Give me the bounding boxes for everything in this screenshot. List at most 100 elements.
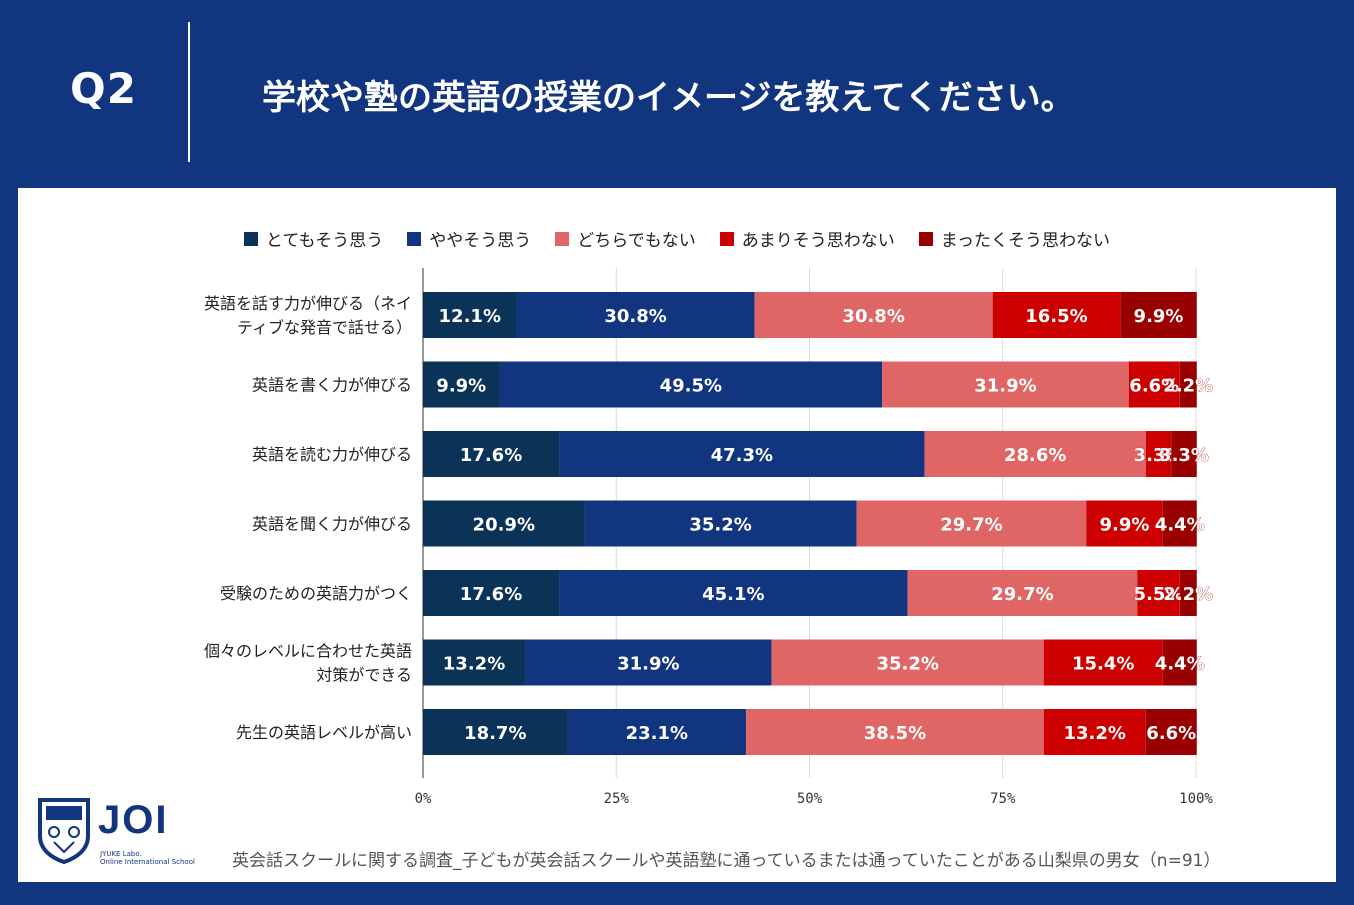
data-label: 16.5% (1025, 306, 1087, 327)
category-label: 受験のための英語力がつく (220, 584, 412, 603)
data-label: 49.5% (660, 376, 722, 397)
data-label: 47.3% (711, 445, 773, 466)
legend-swatch (719, 231, 734, 246)
category-label: 英語を話す力が伸びる（ネイ (204, 294, 412, 313)
data-label: 23.1% (626, 723, 688, 744)
bar-segment (746, 709, 1044, 755)
bar-segment (559, 431, 925, 477)
legend-swatch (918, 231, 933, 246)
legend-label: ややそう思う (429, 231, 532, 251)
bar-segment (559, 570, 908, 616)
data-label: 9.9% (436, 376, 486, 397)
x-tick-label: 25% (604, 791, 630, 807)
x-tick-label: 100% (1179, 791, 1213, 807)
bar-segment (423, 500, 585, 547)
legend-item: どちらでもない (555, 226, 696, 251)
data-label: 30.8% (842, 306, 904, 327)
legend-swatch (555, 231, 570, 246)
category-label: 対策ができる (316, 666, 412, 685)
logo-subtitle: JYUKE Labo. (100, 850, 142, 858)
legend-label: あまりそう思わない (741, 231, 895, 251)
bar-segment (856, 500, 1087, 547)
data-label: 35.2% (876, 654, 938, 675)
data-label: 4.4% (1155, 515, 1205, 536)
data-label: 17.6% (460, 445, 522, 466)
question-title: 学校や塾の英語の授業のイメージを教えてください。 (262, 78, 1075, 118)
legend-label: どちらでもない (577, 231, 696, 251)
data-label: 45.1% (702, 584, 764, 605)
data-label: 15.4% (1072, 654, 1134, 675)
category-label: 個々のレベルに合わせた英語 (204, 642, 412, 661)
data-label: 5.5% (1134, 584, 1184, 605)
x-tick-label: 75% (990, 791, 1016, 807)
bar-segment (1137, 570, 1180, 616)
legend-item: まったくそう思わない (918, 226, 1111, 251)
legend-label: まったくそう思わない (940, 231, 1111, 251)
data-label: 3.3% (1159, 445, 1209, 466)
category-label: 英語を書く力が伸びる (252, 376, 412, 395)
category-label: 英語を読む力が伸びる (252, 445, 412, 464)
data-label: 17.6% (460, 584, 522, 605)
bar-segment (1086, 500, 1163, 547)
bar-segment (423, 639, 526, 686)
data-label: 6.6% (1146, 723, 1196, 744)
bar-segment (525, 639, 772, 686)
bar-segment (1128, 361, 1180, 408)
bar-segment (924, 431, 1146, 477)
data-label: 35.2% (689, 515, 751, 536)
x-tick-label: 0% (415, 791, 432, 807)
data-label: 12.1% (439, 306, 501, 327)
data-label: 6.6% (1129, 376, 1179, 397)
bar-segment (1120, 292, 1197, 338)
bar-segment (771, 639, 1044, 686)
bar-segment (1162, 639, 1197, 686)
x-tick-label: 50% (797, 791, 823, 807)
legend-label: とてもそう思う (265, 231, 384, 251)
data-label: 2.2% (1163, 376, 1213, 397)
header-divider (188, 22, 190, 162)
bar-segment (882, 361, 1129, 408)
bar-segment (1171, 431, 1197, 477)
bar-segment (1162, 500, 1197, 547)
bar-segment (1145, 431, 1172, 477)
data-label: 4.4% (1155, 654, 1205, 675)
data-label: 13.2% (443, 654, 505, 675)
shield-emblem-icon (38, 798, 90, 864)
data-label: 20.9% (473, 515, 535, 536)
data-label: 9.9% (1100, 515, 1150, 536)
legend-item: ややそう思う (407, 226, 531, 251)
bar-segment (499, 361, 883, 408)
data-label: 9.9% (1134, 306, 1184, 327)
category-label: 先生の英語レベルが高い (236, 723, 412, 742)
bar-segment (567, 709, 747, 755)
category-label: 英語を聞く力が伸びる (252, 515, 412, 534)
bar-segment (1043, 639, 1163, 686)
legend-swatch (243, 231, 258, 246)
legend-swatch (407, 231, 422, 246)
logo-subtitle-2: Online International School (100, 858, 195, 866)
bar-segment (1145, 709, 1197, 755)
legend-item: とてもそう思う (243, 226, 384, 251)
data-label: 30.8% (604, 306, 666, 327)
bar-segment (584, 500, 857, 547)
survey-footnote: 英会話スクールに関する調査_子どもが英会話スクールや英語塾に通っているまたは通っ… (232, 851, 1221, 871)
data-label: 38.5% (864, 723, 926, 744)
bar-segment (423, 709, 568, 755)
bar-segment (992, 292, 1121, 338)
bar-segment (907, 570, 1138, 616)
bar-segment (1179, 570, 1197, 616)
bar-segment (423, 292, 517, 338)
bar-segment (1043, 709, 1146, 755)
chart-legend: とてもそう思う ややそう思う どちらでもない あまりそう思わない まったくそう思わない (18, 226, 1336, 251)
bar-segment (423, 431, 560, 477)
bar-segment (516, 292, 755, 338)
bar-segment (1179, 361, 1197, 408)
legend-item: あまりそう思わない (719, 226, 895, 251)
data-label: 2.2% (1163, 584, 1213, 605)
data-label: 3.3% (1134, 445, 1184, 466)
data-label: 28.6% (1004, 445, 1066, 466)
joi-logo: JOI JYUKE Labo. Online International Sch… (36, 796, 206, 868)
bar-segment (423, 361, 500, 408)
category-label: ティブな発音で話せる） (237, 318, 412, 337)
